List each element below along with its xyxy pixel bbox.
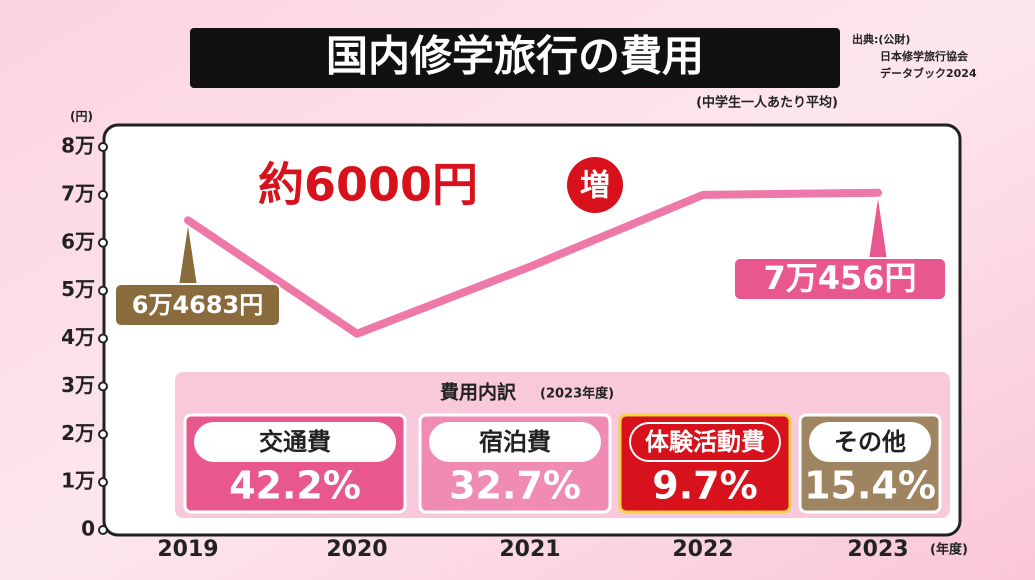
- breakdown-name: 交通費: [259, 428, 331, 456]
- y-tick: [98, 333, 108, 344]
- breakdown-value: 32.7%: [449, 464, 581, 508]
- chart-title: 国内修学旅行の費用: [326, 32, 704, 81]
- breakdown-year: (2023年度): [540, 386, 614, 402]
- breakdown-name-pill: [429, 422, 601, 462]
- title-box: [190, 28, 840, 88]
- callout-box: [733, 257, 947, 301]
- source: データブック2024: [880, 66, 977, 80]
- breakdown-value: 42.2%: [229, 464, 361, 508]
- annotation-badge: [567, 157, 623, 213]
- breakdown-value: 9.7%: [652, 464, 757, 508]
- y-tick: [98, 237, 108, 248]
- y-tick-label: 5万: [61, 277, 95, 301]
- y-tick: [98, 285, 108, 296]
- y-tick-label: 0: [81, 517, 95, 541]
- annotation-badge-text: 増: [580, 169, 610, 204]
- breakdown-value: 15.4%: [804, 464, 936, 508]
- y-tick-label: 2万: [61, 421, 95, 445]
- callout-pointer: [179, 226, 197, 286]
- source: 出典:(公財): [852, 32, 910, 46]
- breakdown-name-pill: [809, 422, 931, 462]
- x-tick-label: 2022: [672, 537, 733, 562]
- y-axis-label: (円): [70, 110, 93, 124]
- y-tick: [98, 525, 108, 535]
- y-tick: [98, 429, 108, 440]
- value-label: 7万456円: [763, 259, 916, 297]
- x-tick-label: 2021: [499, 537, 560, 562]
- y-tick-label: 3万: [61, 373, 95, 397]
- y-tick-label: 8万: [61, 134, 95, 158]
- source: 日本修学旅行協会: [880, 49, 969, 63]
- x-tick-label: 2020: [326, 537, 387, 562]
- y-tick-label: 4万: [61, 325, 95, 349]
- value-label: 6万4683円: [132, 291, 264, 319]
- y-tick: [98, 142, 108, 152]
- breakdown-name: 宿泊費: [479, 428, 551, 456]
- y-tick-label: 1万: [61, 469, 95, 493]
- y-tick-label: 6万: [61, 229, 95, 253]
- breakdown-name-pill: [629, 422, 781, 462]
- y-tick-label: 7万: [61, 181, 95, 205]
- breakdown-name: その他: [834, 428, 906, 456]
- breakdown-name-pill: [194, 422, 396, 462]
- breakdown-name: 体験活動費: [645, 428, 765, 456]
- annotation: 約6000円: [258, 158, 478, 212]
- breakdown-title: 費用内訳: [440, 381, 517, 404]
- y-tick: [98, 477, 108, 488]
- x-tick-label: 2023: [847, 537, 908, 562]
- subtitle: (中学生一人あたり平均): [696, 95, 838, 111]
- x-axis-label: (年度): [930, 542, 968, 558]
- line: [184, 188, 882, 338]
- x-tick-label: 2019: [157, 537, 218, 562]
- y-tick: [98, 381, 108, 392]
- callout-box: [114, 283, 281, 327]
- callout-pointer: [869, 198, 887, 260]
- y-tick: [98, 189, 108, 200]
